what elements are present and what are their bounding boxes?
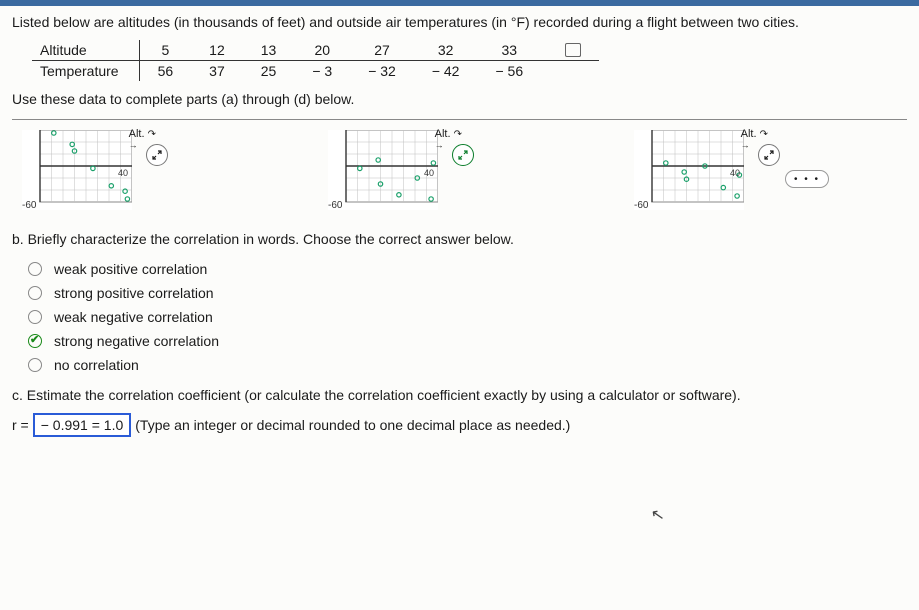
cell: − 56 xyxy=(477,61,541,82)
svg-text:-60: -60 xyxy=(22,200,37,210)
cell: 56 xyxy=(139,61,191,82)
cell: − 42 xyxy=(414,61,478,82)
answer-suffix: (Type an integer or decimal rounded to o… xyxy=(135,417,570,433)
cell: − 32 xyxy=(350,61,414,82)
answer-prefix: r = xyxy=(12,417,29,433)
option-3[interactable]: strong negative correlation xyxy=(28,333,907,349)
option-2[interactable]: weak negative correlation xyxy=(28,309,907,325)
radio-button[interactable] xyxy=(28,358,42,372)
row-label-altitude: Altitude xyxy=(32,40,139,61)
cell: 5 xyxy=(139,40,191,61)
copy-icon[interactable] xyxy=(567,45,581,57)
scatter-chart: -60 40 xyxy=(22,130,132,210)
cell: − 3 xyxy=(294,61,350,82)
radio-button[interactable] xyxy=(28,334,42,348)
option-4[interactable]: no correlation xyxy=(28,357,907,373)
radio-button[interactable] xyxy=(28,262,42,276)
cursor-icon: ↖ xyxy=(649,504,666,526)
cell: 27 xyxy=(350,40,414,61)
scatter-option-1[interactable]: -60 40 Alt. ↷→ xyxy=(22,130,168,213)
answer-input-box[interactable]: − 0.991 = 1.0 xyxy=(33,413,132,437)
copy-cell[interactable] xyxy=(541,40,599,61)
cell: 25 xyxy=(243,61,295,82)
scatter-chart: -60 40 xyxy=(328,130,438,210)
svg-text:-60: -60 xyxy=(328,200,343,210)
svg-text:40: 40 xyxy=(118,168,128,178)
cell: 33 xyxy=(477,40,541,61)
cell: 20 xyxy=(294,40,350,61)
scatter-option-3[interactable]: -60 40 Alt. ↷→ xyxy=(634,130,780,213)
radio-button[interactable] xyxy=(28,286,42,300)
part-c-prompt: c. Estimate the correlation coefficient … xyxy=(12,387,907,403)
option-label: weak negative correlation xyxy=(54,309,213,325)
instruction-text: Use these data to complete parts (a) thr… xyxy=(12,91,907,107)
cell: 32 xyxy=(414,40,478,61)
cell: 13 xyxy=(243,40,295,61)
cell: 12 xyxy=(191,40,243,61)
option-0[interactable]: weak positive correlation xyxy=(28,261,907,277)
altitude-temp-table: Altitude 5 12 13 20 27 32 33 Temperature… xyxy=(32,40,599,81)
svg-text:40: 40 xyxy=(730,168,740,178)
cell: 37 xyxy=(191,61,243,82)
scatter-chart: -60 40 xyxy=(634,130,744,210)
scatter-plot-options: -60 40 Alt. ↷→ -60 40 Alt. ↷→ -60 40 Alt… xyxy=(22,130,907,213)
option-label: weak positive correlation xyxy=(54,261,207,277)
option-1[interactable]: strong positive correlation xyxy=(28,285,907,301)
intro-text: Listed below are altitudes (in thousands… xyxy=(12,14,907,30)
more-button[interactable]: • • • xyxy=(785,170,829,188)
row-label-temperature: Temperature xyxy=(32,61,139,82)
part-b-options: weak positive correlation strong positive… xyxy=(28,261,907,373)
option-label: strong negative correlation xyxy=(54,333,219,349)
option-label: no correlation xyxy=(54,357,139,373)
part-b-prompt: b. Briefly characterize the correlation … xyxy=(12,231,907,247)
radio-button[interactable] xyxy=(28,310,42,324)
separator xyxy=(12,119,907,120)
svg-text:-60: -60 xyxy=(634,200,649,210)
option-label: strong positive correlation xyxy=(54,285,214,301)
scatter-option-2[interactable]: -60 40 Alt. ↷→ xyxy=(328,130,474,213)
svg-text:40: 40 xyxy=(424,168,434,178)
